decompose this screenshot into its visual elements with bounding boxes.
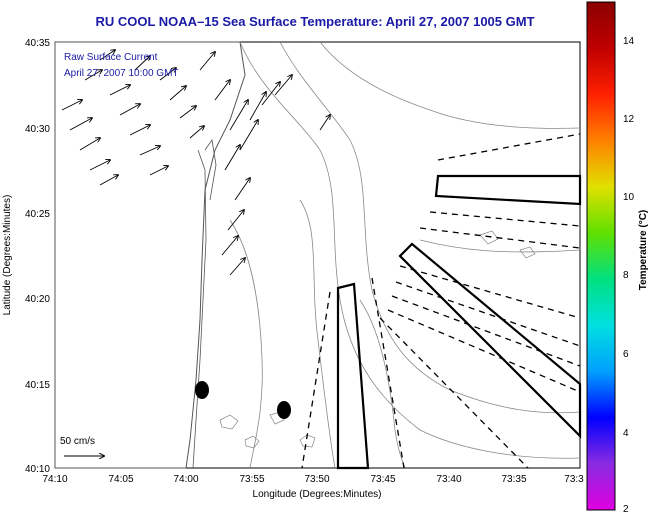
colorbar: 14 12 10 8 6 4 2 Temperature (°C) <box>586 1 649 515</box>
polygon-south <box>336 282 370 470</box>
x-tick: 73:40 <box>436 474 461 485</box>
bathymetry-contours <box>229 41 581 469</box>
x-tick: 73:3 <box>564 474 584 485</box>
colorbar-tick: 6 <box>623 349 629 360</box>
colorbar-label: Temperature (°C) <box>638 210 649 291</box>
x-tick: 74:05 <box>108 474 133 485</box>
colorbar-tick: 8 <box>623 270 629 281</box>
y-tick: 40:35 <box>25 38 50 49</box>
overlay-line2: April 27, 2007 10:00 GMT <box>64 68 179 79</box>
x-tick: 73:35 <box>501 474 526 485</box>
polygon-diagonal <box>398 242 582 439</box>
x-tick: 73:50 <box>304 474 329 485</box>
y-tick: 40:30 <box>25 124 50 135</box>
survey-polygons <box>336 174 582 470</box>
y-axis-label: Latitude (Degrees:Minutes) <box>2 195 13 316</box>
x-tick: 73:55 <box>239 474 264 485</box>
x-axis: 74:10 74:05 74:00 73:55 73:50 73:45 73:4… <box>42 474 584 500</box>
barrier-island <box>192 149 207 469</box>
current-vectors <box>61 50 330 276</box>
x-tick: 74:10 <box>42 474 67 485</box>
marker-west <box>195 381 209 399</box>
colorbar-tick: 14 <box>623 36 635 47</box>
map-title: RU COOL NOAA–15 Sea Surface Temperature:… <box>95 14 535 29</box>
dashed-lines <box>301 133 581 469</box>
overlay-line1: Raw Surface Current <box>64 52 158 63</box>
colorbar-tick: 12 <box>623 114 635 125</box>
y-tick: 40:10 <box>25 464 50 475</box>
y-axis: 40:35 40:30 40:25 40:20 40:15 40:10 Lati… <box>2 38 50 475</box>
x-axis-label: Longitude (Degrees:Minutes) <box>253 489 382 500</box>
x-tick: 73:45 <box>370 474 395 485</box>
y-tick: 40:15 <box>25 380 50 391</box>
colorbar-tick: 10 <box>623 192 635 203</box>
coastline <box>54 41 246 469</box>
polygon-north <box>434 174 582 206</box>
y-tick: 40:25 <box>25 209 50 220</box>
colorbar-bar <box>586 1 616 511</box>
x-tick: 74:00 <box>173 474 198 485</box>
sandy-hook <box>204 138 217 201</box>
map-area: Raw Surface Current April 27, 2007 10:00… <box>54 41 582 470</box>
colorbar-tick: 4 <box>623 428 629 439</box>
colorbar-tick: 2 <box>623 504 629 515</box>
marker-east <box>277 401 291 419</box>
y-tick: 40:20 <box>25 294 50 305</box>
scale-label: 50 cm/s <box>60 436 95 447</box>
contour-patches <box>219 230 536 449</box>
